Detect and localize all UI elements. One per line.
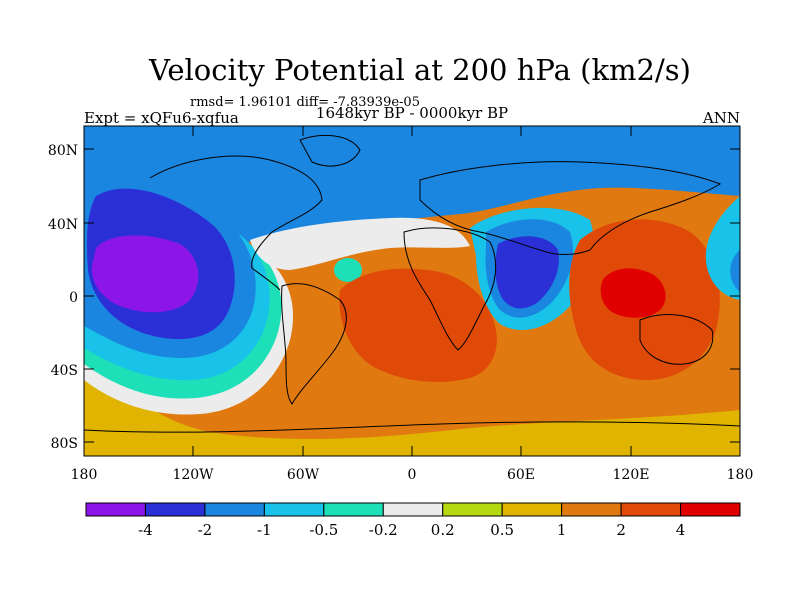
colorbar-box — [501, 502, 563, 517]
colorbar-box — [620, 502, 682, 517]
coastline-south-america — [281, 283, 347, 405]
colorbar-box — [144, 502, 206, 517]
lat-tick-label: 80N — [48, 143, 78, 159]
lon-tick-label: 0 — [408, 467, 417, 483]
lon-tick-label: 180 — [71, 467, 98, 483]
contour-africa-darkorange — [339, 268, 497, 382]
coastlines — [84, 134, 740, 433]
colorbar-label: -2 — [198, 521, 213, 539]
contour-indian-deepblue — [495, 236, 559, 309]
coastline-eurasia — [419, 161, 722, 255]
colorbar-label: -0.2 — [369, 521, 398, 539]
coastline-africa — [403, 227, 497, 351]
map-title: Velocity Potential at 200 hPa (km2/s) — [148, 53, 691, 87]
contour-warmpool-red — [600, 268, 666, 318]
colorbar-label: -4 — [138, 521, 153, 539]
colorbar-box — [85, 502, 146, 517]
contour-pacific-purple — [91, 235, 199, 313]
colorbar-label: 2 — [616, 521, 626, 539]
colorbar-label: -1 — [257, 521, 272, 539]
left-label: Expt = xQFu6-xqfua — [84, 109, 239, 127]
contour-east-pacific-blue — [730, 250, 740, 292]
coastline-antarctica — [84, 421, 740, 433]
colorbar-label: -0.5 — [309, 521, 338, 539]
colorbar-label: 0.2 — [431, 521, 455, 539]
right-label: ANN — [702, 109, 740, 127]
contour-field — [84, 126, 740, 456]
contour-atlantic-white — [250, 217, 470, 270]
stats-line: rmsd= 1.96101 diff= -7.83939e-05 — [190, 95, 420, 110]
colorbar-box — [680, 502, 741, 517]
lon-tick-label: 120E — [613, 467, 650, 483]
contour-atlantic-cyan-spot — [334, 258, 362, 282]
lat-axis — [84, 148, 740, 443]
colorbar: -4 -2 -1 -0.5 -0.2 0.2 0.5 1 2 4 — [85, 502, 741, 539]
colorbar-label: 1 — [557, 521, 567, 539]
colorbar-label: 4 — [676, 521, 686, 539]
colorbar-box — [382, 502, 444, 517]
lat-tick-label: 40N — [48, 217, 78, 233]
lon-tick-label: 60E — [507, 467, 535, 483]
colorbar-box — [323, 502, 384, 517]
lon-tick-label: 120W — [172, 467, 214, 483]
colorbar-box — [442, 502, 503, 517]
coastline-greenland — [299, 134, 361, 167]
lon-tick-label: 180 — [727, 467, 754, 483]
colorbar-box — [263, 502, 325, 517]
lon-tick-label: 60W — [287, 467, 320, 483]
lat-tick-label: 0 — [69, 290, 78, 306]
center-label: 1648kyr BP - 0000kyr BP — [316, 104, 508, 122]
lon-axis — [83, 126, 741, 456]
colorbar-box — [204, 502, 265, 517]
colorbar-box — [561, 502, 622, 517]
colorbar-label: 0.5 — [490, 521, 514, 539]
coastline-australia — [639, 314, 714, 365]
lat-tick-label: 80S — [51, 436, 78, 452]
lat-tick-label: 40S — [51, 363, 78, 379]
contour-south-yellow — [84, 340, 740, 456]
coastline-north-america — [149, 155, 323, 291]
